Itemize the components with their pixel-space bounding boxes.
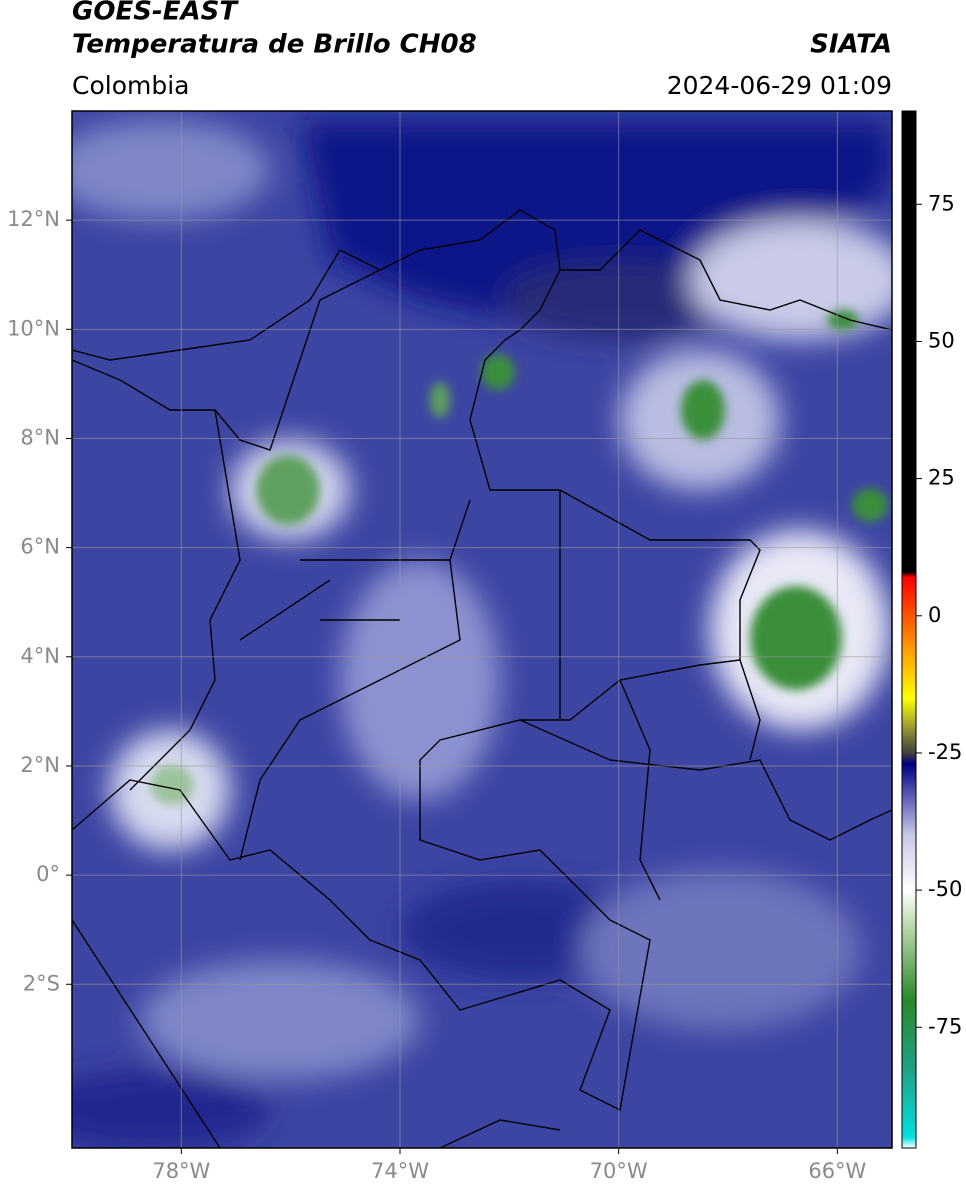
colorbar-tick-label: 50	[928, 328, 955, 352]
x-tick-label: 74°W	[371, 1159, 429, 1183]
colorbar-tick-label: 25	[928, 466, 955, 490]
colorbar-tick-label: 75	[928, 191, 955, 215]
y-tick-label: 12°N	[7, 207, 60, 231]
convective-cores	[150, 310, 888, 805]
colorbar-tick-label: -50	[928, 877, 962, 901]
source: SIATA	[810, 30, 892, 60]
y-tick-label: 10°N	[7, 316, 60, 340]
region: Colombia	[72, 71, 189, 100]
graticule	[72, 111, 892, 1148]
title: GOES-EAST	[72, 0, 239, 27]
y-tick-label: 4°N	[20, 644, 60, 668]
colorbar-tick-label: -25	[928, 740, 962, 764]
y-tick-label: 8°N	[20, 425, 60, 449]
map-frame	[71, 110, 893, 1149]
x-tick-label: 66°W	[808, 1159, 866, 1183]
y-tick-label: 2°S	[23, 971, 60, 995]
x-tick-label: 78°W	[152, 1159, 210, 1183]
satellite-image	[72, 111, 892, 1148]
colorbar-tick-label: -75	[928, 1014, 962, 1038]
colorbar	[901, 110, 917, 1149]
y-tick-label: 2°N	[20, 753, 60, 777]
y-tick-label: 0°	[36, 862, 60, 886]
y-tick-label: 6°N	[20, 535, 60, 559]
timestamp: 2024-06-29 01:09	[667, 71, 892, 100]
x-tick-label: 70°W	[590, 1159, 648, 1183]
colorbar-tick-label: 0	[928, 603, 941, 627]
borders	[72, 209, 892, 1148]
subtitle: Temperatura de Brillo CH08	[72, 30, 477, 60]
